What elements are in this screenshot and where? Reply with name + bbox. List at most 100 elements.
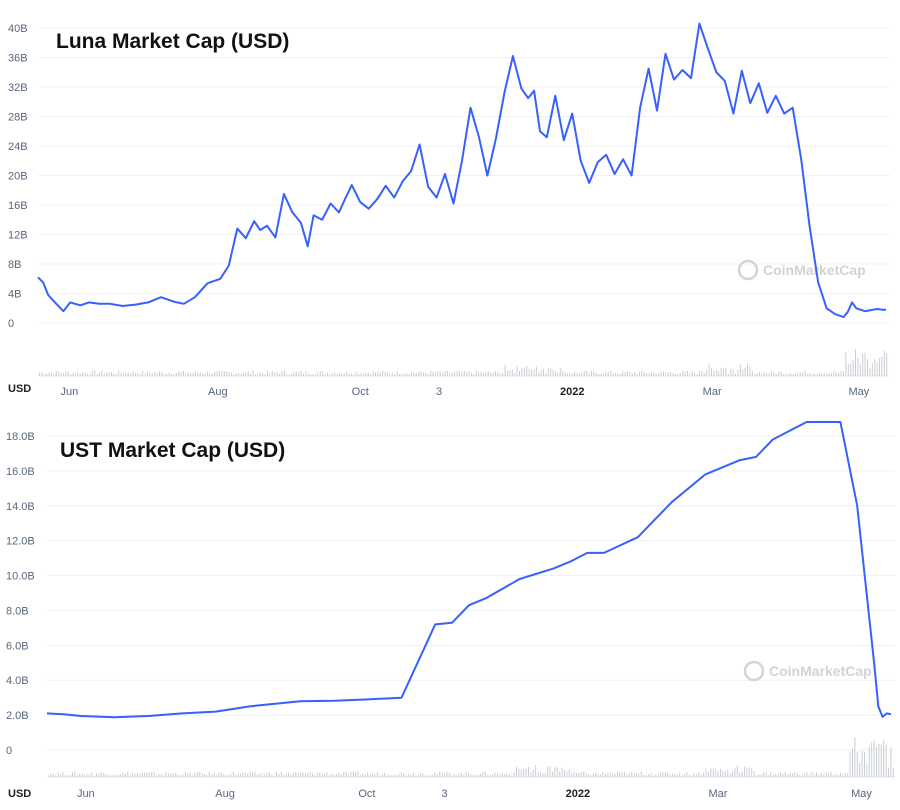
luna-volume-bar	[262, 372, 264, 376]
luna-volume-bar	[240, 373, 242, 376]
luna-volume-bar	[607, 372, 609, 376]
ust-volume-bar	[345, 771, 347, 777]
ust-volume-bar	[88, 774, 90, 777]
ust-volume-bar	[496, 773, 498, 777]
ust-volume-bar	[465, 771, 467, 777]
luna-volume-bar	[708, 364, 710, 376]
ust-volume-bar	[648, 774, 649, 777]
ust-volume-bar	[50, 773, 52, 777]
luna-volume-bar	[372, 371, 374, 376]
ust-volume-bar	[597, 773, 599, 777]
ust-volume-bar	[600, 774, 601, 777]
luna-volume-bar	[279, 373, 280, 376]
luna-volume-bar	[91, 370, 93, 376]
luna-volume-bar	[120, 372, 122, 376]
ust-currency-label: USD	[8, 788, 31, 800]
luna-volume-bar	[811, 374, 813, 376]
ust-watermark-text: CoinMarketCap	[769, 663, 872, 679]
luna-volume-bar	[840, 370, 842, 376]
ust-volume-bar	[602, 772, 604, 777]
ust-volume-bar	[441, 772, 443, 777]
luna-volume-bar	[367, 372, 369, 376]
ust-volume-bar	[434, 772, 436, 777]
luna-volume-bar	[473, 374, 475, 376]
ust-volume-bar	[859, 762, 861, 777]
luna-volume-bar	[867, 359, 868, 376]
luna-volume-bar	[384, 371, 386, 376]
luna-volume-bar	[63, 373, 64, 376]
luna-volume-bar	[430, 370, 432, 376]
luna-volume-bar	[699, 370, 700, 376]
ust-volume-bar	[312, 773, 313, 777]
ust-volume-bar	[122, 772, 124, 777]
ust-volume-bar	[760, 774, 762, 777]
ust-volume-bar	[220, 772, 222, 777]
luna-y-tick-label: 28B	[8, 112, 28, 124]
luna-volume-bar	[415, 372, 417, 376]
luna-volume-bar	[713, 370, 715, 376]
luna-volume-bar	[759, 372, 760, 376]
ust-volume-bar	[823, 774, 825, 777]
ust-volume-bar	[535, 765, 537, 777]
ust-y-tick-label: 2.0B	[6, 710, 29, 722]
ust-volume-bar	[792, 773, 793, 777]
ust-volume-bar	[285, 773, 287, 777]
luna-volume-bar	[715, 370, 717, 376]
ust-volume-bar	[208, 771, 210, 777]
luna-volume-bar	[499, 374, 501, 376]
luna-volume-bar	[163, 373, 165, 376]
luna-y-tick-label: 20B	[8, 171, 28, 183]
ust-volume-bar	[652, 775, 654, 777]
ust-y-tick-label: 14.0B	[6, 501, 35, 513]
ust-volume-bar	[420, 773, 421, 777]
ust-volume-bar	[96, 773, 97, 777]
luna-volume-bar	[255, 374, 256, 376]
luna-volume-bar	[646, 373, 648, 376]
luna-volume-bar	[281, 371, 283, 376]
luna-volume-bar	[75, 373, 76, 376]
luna-volume-bar	[103, 373, 105, 376]
ust-volume-bar	[612, 773, 613, 777]
luna-volume-bar	[579, 373, 580, 376]
ust-volume-bar	[453, 773, 455, 777]
ust-volume-bar	[806, 771, 808, 777]
ust-volume-bar	[362, 773, 364, 777]
ust-volume-bar	[614, 773, 616, 777]
luna-volume-bar	[859, 364, 861, 376]
luna-volume-bar	[187, 372, 189, 376]
luna-volume-bar	[199, 372, 201, 376]
luna-volume-bar	[816, 373, 818, 376]
ust-volume-bar	[374, 773, 376, 777]
ust-volume-bar	[168, 773, 169, 777]
ust-volume-bar	[331, 773, 333, 777]
luna-volume-bar	[703, 373, 705, 376]
ust-volume-bar	[64, 775, 66, 777]
ust-volume-bar	[861, 750, 863, 777]
ust-volume-bar	[273, 775, 275, 777]
luna-volume-bar	[286, 373, 288, 376]
luna-volume-bar	[574, 371, 576, 376]
luna-volume-bar	[264, 374, 266, 376]
ust-volume-bar	[516, 766, 517, 777]
ust-volume-bar	[343, 771, 345, 777]
ust-volume-bar	[412, 772, 414, 777]
luna-volume-bar	[99, 372, 100, 376]
ust-volume-bar	[571, 773, 573, 777]
luna-volume-bar	[567, 373, 568, 376]
ust-volume-bar	[482, 772, 484, 777]
ust-volume-bar	[801, 775, 803, 777]
ust-volume-bar	[825, 772, 827, 777]
luna-volume-bar	[835, 372, 837, 376]
luna-market-cap-line	[37, 22, 886, 319]
ust-volume-bar	[216, 775, 217, 777]
coinmarketcap-logo-icon	[737, 259, 759, 281]
ust-volume-bar	[679, 772, 681, 777]
ust-volume-bar	[151, 772, 153, 777]
ust-volume-bar	[400, 772, 402, 777]
luna-volume-bar	[555, 371, 556, 376]
ust-volume-bar	[724, 770, 726, 777]
luna-volume-bar	[293, 371, 295, 376]
luna-volume-bar	[487, 371, 489, 376]
ust-volume-bar	[489, 774, 491, 777]
ust-volume-bar	[187, 773, 189, 777]
